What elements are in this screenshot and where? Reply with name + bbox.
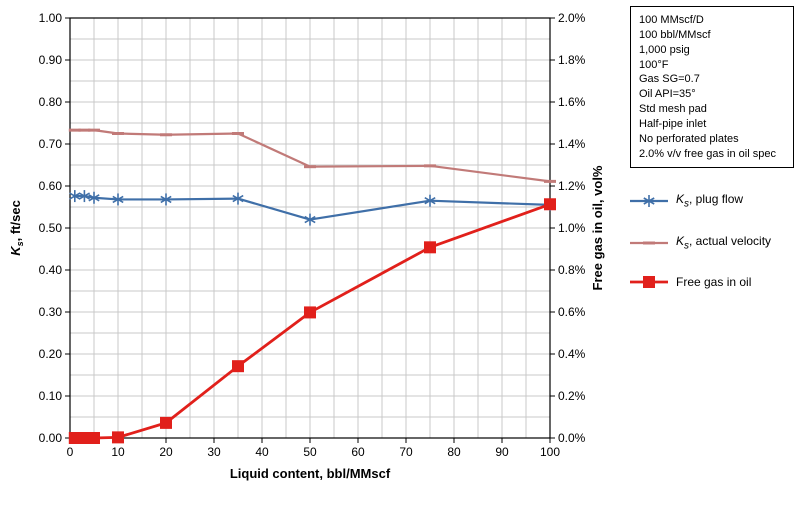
svg-text:70: 70 bbox=[399, 445, 413, 459]
svg-text:30: 30 bbox=[207, 445, 221, 459]
legend-item-free_gas: Free gas in oil bbox=[630, 275, 794, 289]
legend-swatch-ks_plug bbox=[630, 194, 668, 208]
svg-text:1.0%: 1.0% bbox=[558, 221, 586, 235]
y-right-axis-title: Free gas in oil, vol% bbox=[590, 165, 605, 290]
svg-text:20: 20 bbox=[159, 445, 173, 459]
svg-text:0.0%: 0.0% bbox=[558, 431, 586, 445]
svg-text:40: 40 bbox=[255, 445, 269, 459]
svg-text:0.50: 0.50 bbox=[39, 221, 63, 235]
info-line: Gas SG=0.7 bbox=[639, 72, 785, 87]
marker-square bbox=[232, 360, 244, 372]
svg-text:0.6%: 0.6% bbox=[558, 305, 586, 319]
legend-label: Ks, actual velocity bbox=[676, 234, 771, 251]
svg-text:50: 50 bbox=[303, 445, 317, 459]
y-left-axis-title: Ks, ft/sec bbox=[8, 200, 25, 256]
marker-square bbox=[112, 431, 124, 443]
svg-text:0.00: 0.00 bbox=[39, 431, 63, 445]
legend-label: Free gas in oil bbox=[676, 275, 751, 289]
legend: Ks, plug flow Ks, actual velocity Free gas… bbox=[630, 192, 794, 289]
svg-text:60: 60 bbox=[351, 445, 365, 459]
svg-text:0.2%: 0.2% bbox=[558, 389, 586, 403]
info-line: Oil API=35° bbox=[639, 87, 785, 102]
info-line: 100°F bbox=[639, 58, 785, 73]
legend-swatch-ks_actual bbox=[630, 236, 668, 250]
legend-label: Ks, plug flow bbox=[676, 192, 743, 209]
marker-square bbox=[160, 417, 172, 429]
marker-square bbox=[643, 276, 655, 288]
svg-text:0.60: 0.60 bbox=[39, 179, 63, 193]
svg-text:0.90: 0.90 bbox=[39, 53, 63, 67]
figure-root: { "chart": { "type": "line", "background… bbox=[0, 0, 800, 507]
x-axis-title: Liquid content, bbl/MMscf bbox=[230, 466, 391, 481]
chart-svg: 0 10 20 30 40 50 60 70 80 90 100 Liquid content, bb… bbox=[0, 0, 640, 507]
svg-text:0.70: 0.70 bbox=[39, 137, 63, 151]
svg-text:0.8%: 0.8% bbox=[558, 263, 586, 277]
gridlines bbox=[70, 18, 550, 438]
svg-text:10: 10 bbox=[111, 445, 125, 459]
svg-text:0.4%: 0.4% bbox=[558, 347, 586, 361]
svg-text:1.6%: 1.6% bbox=[558, 95, 586, 109]
marker-square bbox=[424, 241, 436, 253]
info-line: 1,000 psig bbox=[639, 43, 785, 58]
info-line: No perforated plates bbox=[639, 132, 785, 147]
svg-text:0: 0 bbox=[67, 445, 74, 459]
marker-square bbox=[304, 306, 316, 318]
legend-item-ks_plug: Ks, plug flow bbox=[630, 192, 794, 209]
legend-swatch-free_gas bbox=[630, 275, 668, 289]
svg-text:1.8%: 1.8% bbox=[558, 53, 586, 67]
svg-text:0.80: 0.80 bbox=[39, 95, 63, 109]
conditions-info-box: 100 MMscf/D100 bbl/MMscf1,000 psig100°FG… bbox=[630, 6, 794, 168]
chart-area: 0 10 20 30 40 50 60 70 80 90 100 Liquid content, bb… bbox=[0, 0, 640, 507]
svg-text:1.00: 1.00 bbox=[39, 11, 63, 25]
svg-text:90: 90 bbox=[495, 445, 509, 459]
info-line: 100 MMscf/D bbox=[639, 13, 785, 28]
info-line: 2.0% v/v free gas in oil spec bbox=[639, 147, 785, 162]
legend-item-ks_actual: Ks, actual velocity bbox=[630, 234, 794, 251]
info-line: 100 bbl/MMscf bbox=[639, 28, 785, 43]
svg-text:1.2%: 1.2% bbox=[558, 179, 586, 193]
info-line: Half-pipe inlet bbox=[639, 117, 785, 132]
side-panel: 100 MMscf/D100 bbl/MMscf1,000 psig100°FG… bbox=[630, 6, 794, 313]
marker-square bbox=[88, 432, 100, 444]
svg-text:100: 100 bbox=[540, 445, 560, 459]
svg-text:0.20: 0.20 bbox=[39, 347, 63, 361]
svg-text:1.4%: 1.4% bbox=[558, 137, 586, 151]
svg-text:0.40: 0.40 bbox=[39, 263, 63, 277]
marker-square bbox=[544, 198, 556, 210]
svg-text:0.30: 0.30 bbox=[39, 305, 63, 319]
svg-text:2.0%: 2.0% bbox=[558, 11, 586, 25]
svg-text:0.10: 0.10 bbox=[39, 389, 63, 403]
svg-text:80: 80 bbox=[447, 445, 461, 459]
info-line: Std mesh pad bbox=[639, 102, 785, 117]
